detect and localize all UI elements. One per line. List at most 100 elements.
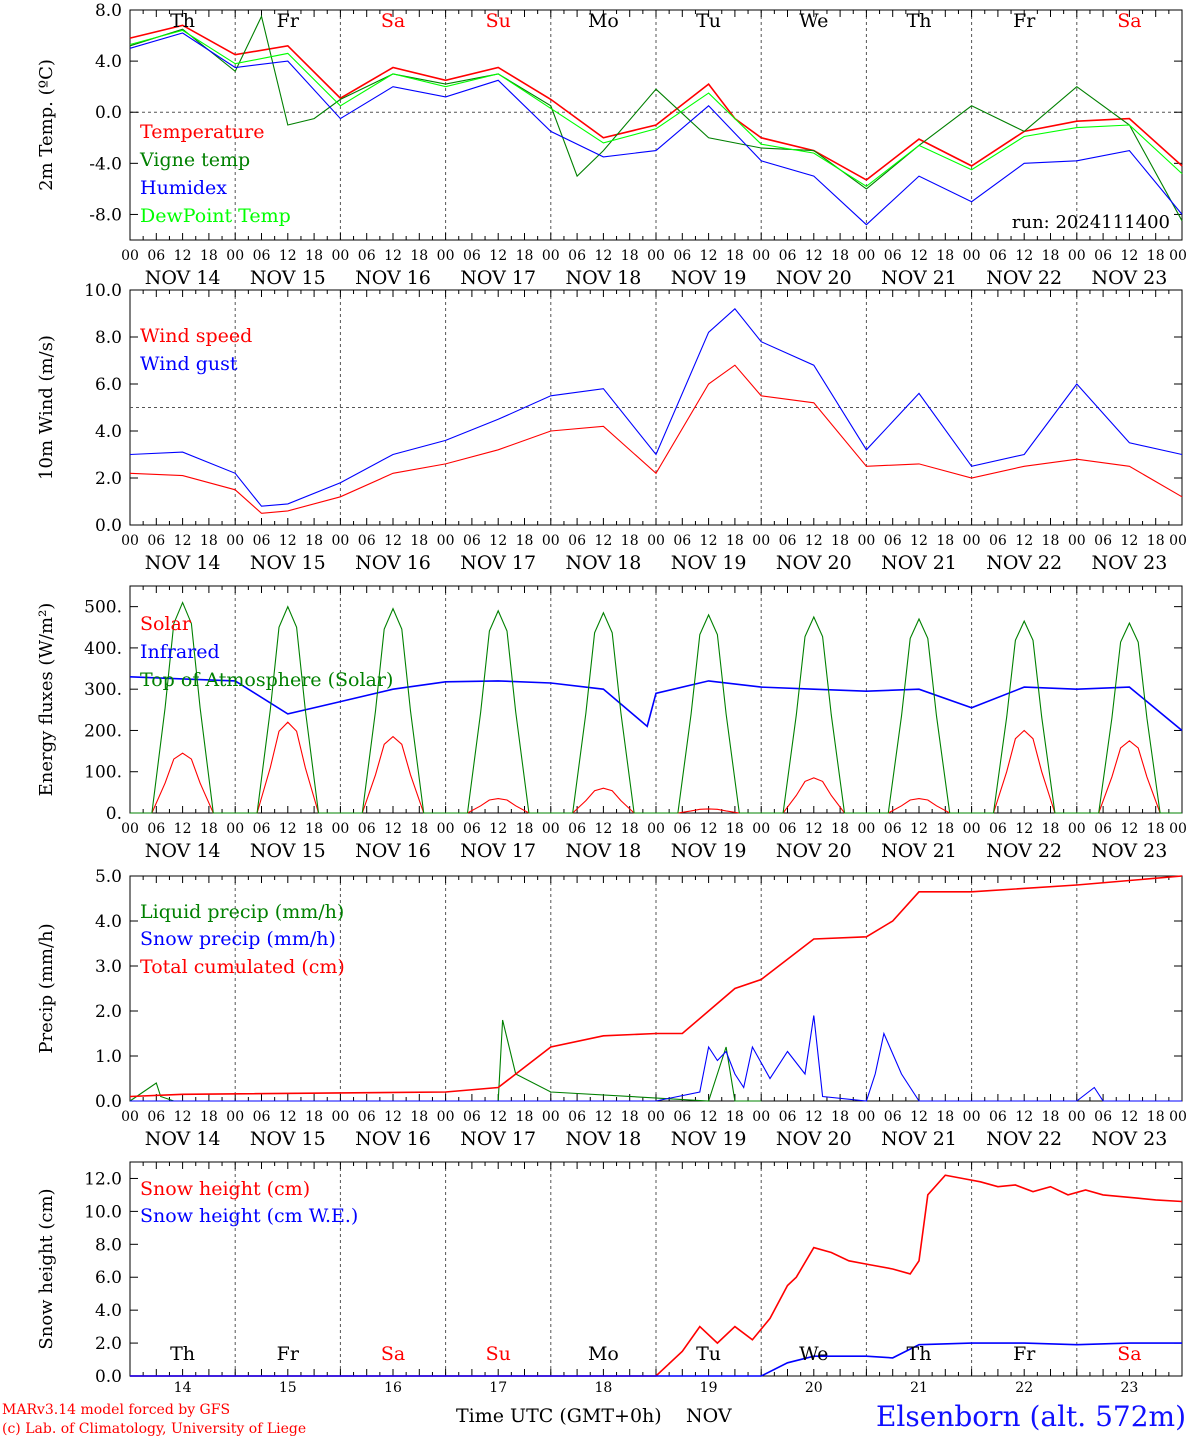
wind-legend-1: Wind gust xyxy=(140,353,238,375)
x-axis-month: NOV xyxy=(686,1405,732,1427)
precip-date-label: NOV 23 xyxy=(1091,1128,1167,1150)
temp-hour-label: 18 xyxy=(305,248,323,264)
temp-series-dewpoint-temp xyxy=(129,29,1183,187)
wind-y-tick-label: 8.0 xyxy=(95,328,122,348)
wind-date-label: NOV 15 xyxy=(250,552,326,574)
energy-hour-label: 00 xyxy=(542,821,560,837)
temp-hour-label: 06 xyxy=(1094,248,1112,264)
energy-date-label: NOV 14 xyxy=(145,840,221,862)
energy-y-tick-label: 200. xyxy=(84,721,122,741)
precip-hour-label: 18 xyxy=(726,1109,744,1125)
energy-hour-label: 12 xyxy=(1015,821,1033,837)
wind-hour-label: 00 xyxy=(226,533,244,549)
temp-hour-label: 12 xyxy=(910,248,928,264)
precip-y-tick-label: 5.0 xyxy=(95,867,122,887)
precip-hour-label: 18 xyxy=(936,1109,954,1125)
energy-hour-label: 00 xyxy=(1068,821,1086,837)
precip-hour-label: 12 xyxy=(594,1109,612,1125)
energy-hour-label: 18 xyxy=(936,821,954,837)
wind-hour-label: 18 xyxy=(726,533,744,549)
precip-hour-label: 06 xyxy=(673,1109,691,1125)
temp-hour-label: 06 xyxy=(147,248,165,264)
wind-date-label: NOV 14 xyxy=(145,552,221,574)
precip-series-liquid-precip-mm-h xyxy=(129,1019,762,1102)
energy-hour-label: 18 xyxy=(1042,821,1060,837)
temp-hour-label: 12 xyxy=(279,248,297,264)
temp-hour-label: 12 xyxy=(489,248,507,264)
energy-hour-label: 06 xyxy=(147,821,165,837)
snow-legend-1: Snow height (cm W.E.) xyxy=(140,1205,358,1227)
wind-hour-label: 18 xyxy=(305,533,323,549)
precip-hour-label: 06 xyxy=(884,1109,902,1125)
wind-date-label: NOV 18 xyxy=(565,552,641,574)
energy-date-label: NOV 21 xyxy=(881,840,957,862)
precip-hour-label: 06 xyxy=(779,1109,797,1125)
wind-hour-label: 00 xyxy=(1068,533,1086,549)
precip-hour-label: 06 xyxy=(568,1109,586,1125)
precip-legend-1: Snow precip (mm/h) xyxy=(140,928,336,950)
energy-hour-label: 12 xyxy=(594,821,612,837)
snow-y-tick-label: 4.0 xyxy=(95,1301,122,1321)
energy-hour-label: 00 xyxy=(857,821,875,837)
temp-weekday-label: Mo xyxy=(588,10,619,32)
wind-hour-label: 12 xyxy=(174,533,192,549)
wind-hour-label: 12 xyxy=(910,533,928,549)
precip-legend-0: Liquid precip (mm/h) xyxy=(140,901,344,923)
temp-hour-label: 00 xyxy=(542,248,560,264)
wind-y-tick-label: 2.0 xyxy=(95,469,122,489)
temp-weekday-label: Sa xyxy=(1117,10,1141,32)
wind-hour-label: 00 xyxy=(963,533,981,549)
precip-hour-label: 18 xyxy=(410,1109,428,1125)
snow-day-number-label: 21 xyxy=(910,1380,928,1396)
temp-hour-label: 12 xyxy=(1120,248,1138,264)
energy-hour-label: 06 xyxy=(673,821,691,837)
energy-date-label: NOV 22 xyxy=(986,840,1062,862)
model-credit: MARv3.14 model forced by GFS xyxy=(2,1402,231,1418)
temp-hour-label: 18 xyxy=(200,248,218,264)
wind-hour-label: 06 xyxy=(1094,533,1112,549)
precip-hour-label: 12 xyxy=(279,1109,297,1125)
energy-y-tick-label: 300. xyxy=(84,680,122,700)
snow-y-tick-label: 2.0 xyxy=(95,1334,122,1354)
temp-date-label: NOV 21 xyxy=(881,267,957,289)
temp-hour-label: 12 xyxy=(594,248,612,264)
wind-hour-label: 06 xyxy=(253,533,271,549)
energy-legend-2: Top of Atmosphere (Solar) xyxy=(140,669,393,691)
temp-hour-label: 18 xyxy=(1042,248,1060,264)
energy-hour-label: 06 xyxy=(568,821,586,837)
energy-y-axis-label: Energy fluxes (W/m²) xyxy=(36,603,57,797)
energy-date-label: NOV 18 xyxy=(565,840,641,862)
precip-hour-label: 18 xyxy=(516,1109,534,1125)
wind-series-wind-speed xyxy=(129,364,1183,514)
precip-hour-label: 06 xyxy=(253,1109,271,1125)
energy-hour-label: 06 xyxy=(253,821,271,837)
copyright-credit: (c) Lab. of Climatology, University of L… xyxy=(2,1421,307,1437)
temp-hour-label: 06 xyxy=(989,248,1007,264)
wind-hour-label: 12 xyxy=(700,533,718,549)
precip-hour-label: 06 xyxy=(358,1109,376,1125)
energy-hour-label: 18 xyxy=(200,821,218,837)
precip-hour-label: 06 xyxy=(989,1109,1007,1125)
wind-y-tick-label: 0.0 xyxy=(95,516,122,536)
temp-hour-label: 06 xyxy=(358,248,376,264)
energy-hour-label: 00 xyxy=(437,821,455,837)
precip-hour-label: 18 xyxy=(1147,1109,1165,1125)
energy-hour-label: 00 xyxy=(963,821,981,837)
energy-hour-label: 00 xyxy=(752,821,770,837)
energy-hour-label: 12 xyxy=(489,821,507,837)
temp-date-label: NOV 23 xyxy=(1091,267,1167,289)
precip-legend-2: Total cumulated (cm) xyxy=(140,956,345,978)
wind-hour-label: 18 xyxy=(1042,533,1060,549)
snow-weekday-label: Su xyxy=(486,1343,511,1365)
precip-hour-label: 12 xyxy=(489,1109,507,1125)
temp-hour-label: 00 xyxy=(331,248,349,264)
snow-y-tick-label: 12.0 xyxy=(84,1169,122,1189)
temp-panel xyxy=(129,9,1183,241)
temp-y-tick-label: -8.0 xyxy=(89,205,122,225)
snow-day-number-label: 22 xyxy=(1015,1380,1033,1396)
wind-y-tick-label: 4.0 xyxy=(95,422,122,442)
energy-hour-label: 12 xyxy=(805,821,823,837)
wind-hour-label: 06 xyxy=(463,533,481,549)
precip-date-label: NOV 22 xyxy=(986,1128,1062,1150)
precip-hour-label: 12 xyxy=(384,1109,402,1125)
